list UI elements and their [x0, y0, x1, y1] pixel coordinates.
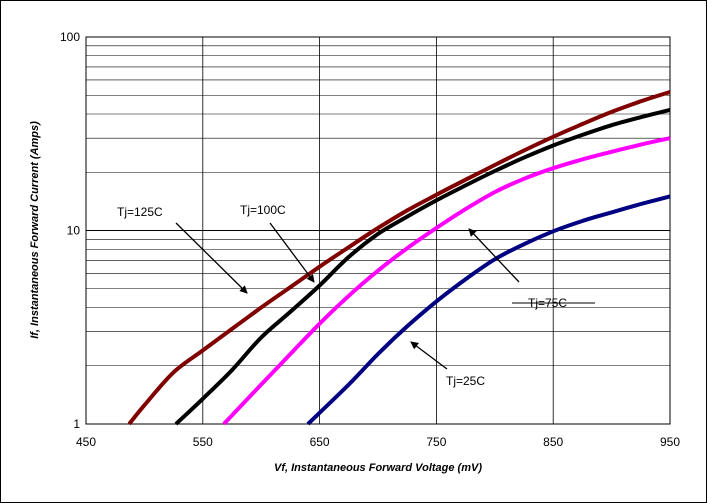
- arrow-tj125: [175, 222, 248, 294]
- arrow-tj100: [269, 222, 315, 283]
- x-tick-label: 650: [310, 435, 330, 449]
- x-tick-label: 950: [660, 435, 680, 449]
- series-line-tj-125c: [127, 90, 671, 426]
- y-tick-label: 100: [60, 30, 80, 44]
- x-tick-label: 750: [426, 435, 446, 449]
- series-line-tj-75c: [222, 136, 671, 426]
- plot-border: [85, 36, 671, 425]
- grid: [85, 36, 671, 425]
- series-layer: [127, 90, 671, 426]
- x-tick-label: 550: [193, 435, 213, 449]
- arrow-tj75: [468, 228, 520, 283]
- series-line-tj-100c: [174, 107, 671, 426]
- y-axis-title: If, Instantaneous Forward Current (Amps): [29, 121, 41, 339]
- x-tick-label: 450: [76, 435, 96, 449]
- label-tj125: Tj=125C: [117, 205, 163, 219]
- x-tick-label: 850: [543, 435, 563, 449]
- x-tick-labels: 450 550 650 750 850 950: [76, 435, 680, 449]
- label-tj25: Tj=25C: [446, 374, 485, 388]
- arrow-tj25: [410, 341, 448, 370]
- y-tick-labels: 1 10 100: [60, 30, 80, 431]
- label-tj75: Tj=75C: [528, 296, 567, 310]
- y-tick-label: 10: [67, 224, 81, 238]
- label-tj100: Tj=100C: [240, 203, 286, 217]
- series-line-tj-25c: [306, 194, 671, 426]
- y-tick-label: 1: [73, 417, 80, 431]
- x-axis-title: Vf, Instantaneous Forward Voltage (mV): [274, 462, 482, 474]
